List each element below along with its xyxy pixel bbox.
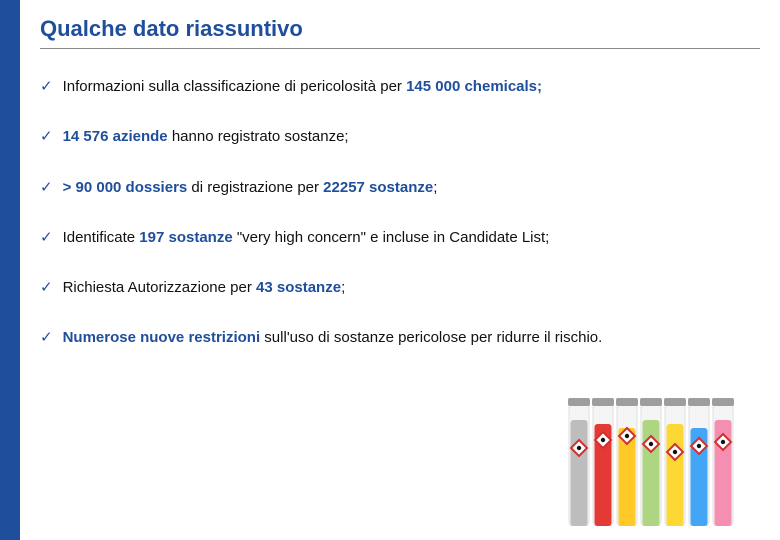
text-segment: di registrazione per xyxy=(187,179,323,196)
text-segment: 43 sostanze xyxy=(256,279,341,296)
bullet-text: Numerose nuove restrizioni sull'uso di s… xyxy=(63,328,603,348)
text-segment: Numerose nuove restrizioni xyxy=(63,329,261,346)
text-segment: "very high concern" e incluse in Candida… xyxy=(233,229,550,246)
title-underline xyxy=(40,48,760,49)
text-segment: > 90 000 dossiers xyxy=(63,179,188,196)
text-segment: 14 576 aziende xyxy=(63,128,168,145)
text-segment: sull'uso di sostanze pericolose per ridu… xyxy=(260,329,602,346)
bullet-text: > 90 000 dossiers di registrazione per 2… xyxy=(63,178,438,198)
text-segment: 197 sostanze xyxy=(139,229,232,246)
tubes-svg xyxy=(565,396,740,526)
bullet-item: ✓ Numerose nuove restrizioni sull'uso di … xyxy=(40,328,760,348)
left-accent-stripe xyxy=(0,0,20,540)
text-segment: ; xyxy=(433,179,437,196)
check-icon: ✓ xyxy=(40,77,53,97)
bullet-item: ✓ Informazioni sulla classificazione di p… xyxy=(40,77,760,97)
check-icon: ✓ xyxy=(40,228,53,248)
check-icon: ✓ xyxy=(40,328,53,348)
bullet-item: ✓ Richiesta Autorizzazione per 43 sostanz… xyxy=(40,278,760,298)
text-segment: Richiesta Autorizzazione per xyxy=(63,279,256,296)
bullet-item: ✓ > 90 000 dossiers di registrazione per … xyxy=(40,178,760,198)
bullet-item: ✓ Identificate 197 sostanze "very high co… xyxy=(40,228,760,248)
text-segment: ; xyxy=(341,279,345,296)
text-segment: 22257 sostanze xyxy=(323,179,433,196)
bullet-text: Identificate 197 sostanze "very high con… xyxy=(63,228,550,248)
bullet-list: ✓ Informazioni sulla classificazione di p… xyxy=(40,77,760,349)
check-icon: ✓ xyxy=(40,127,53,147)
text-segment: hanno registrato sostanze; xyxy=(168,128,349,145)
bullet-item: ✓ 14 576 aziende hanno registrato sostanz… xyxy=(40,127,760,147)
check-icon: ✓ xyxy=(40,178,53,198)
slide-content: Qualche dato riassuntivo ✓ Informazioni s… xyxy=(40,16,760,379)
bullet-text: Informazioni sulla classificazione di pe… xyxy=(63,77,542,97)
text-segment: Identificate xyxy=(63,229,140,246)
text-segment: 145 000 chemicals; xyxy=(406,78,542,95)
bullet-text: Richiesta Autorizzazione per 43 sostanze… xyxy=(63,278,346,298)
text-segment: Informazioni sulla classificazione di pe… xyxy=(63,78,407,95)
check-icon: ✓ xyxy=(40,278,53,298)
bullet-text: 14 576 aziende hanno registrato sostanze… xyxy=(63,127,349,147)
slide-title: Qualche dato riassuntivo xyxy=(40,16,760,42)
test-tubes-image xyxy=(565,396,740,526)
